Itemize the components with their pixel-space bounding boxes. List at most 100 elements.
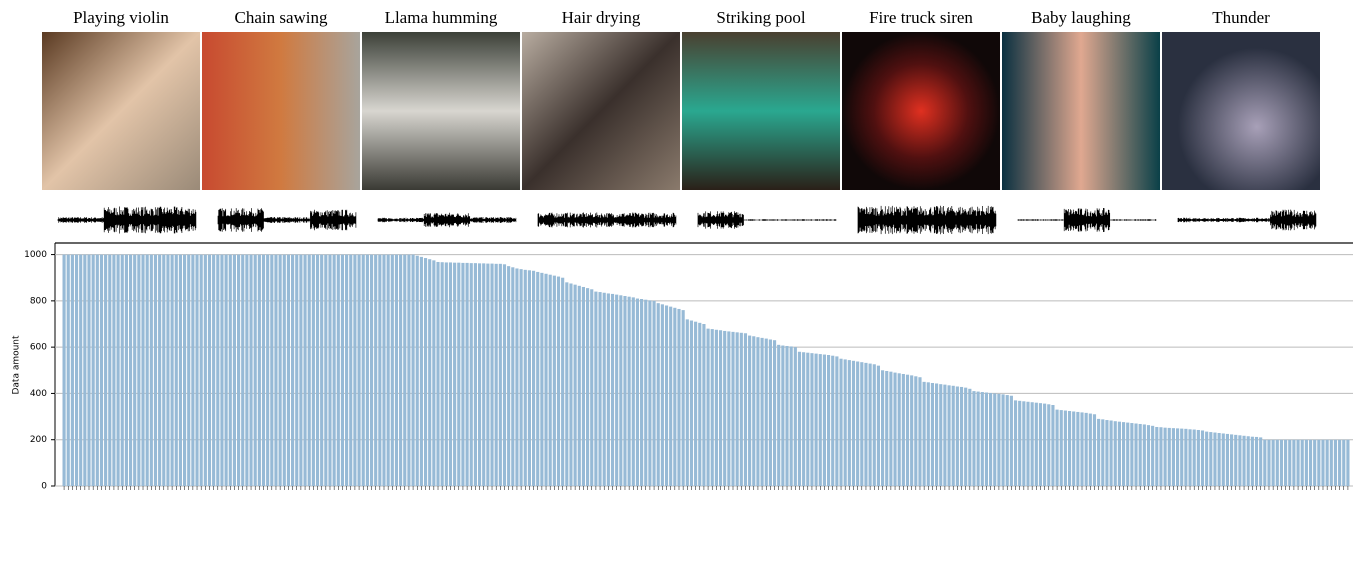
caption: Thunder bbox=[1212, 8, 1270, 27]
bar bbox=[1063, 410, 1067, 486]
bar bbox=[249, 254, 253, 486]
bar bbox=[153, 254, 158, 486]
bar bbox=[723, 330, 727, 486]
bar bbox=[1117, 421, 1121, 486]
bar bbox=[182, 254, 187, 486]
bar bbox=[224, 254, 228, 486]
bar bbox=[1134, 423, 1138, 486]
bar bbox=[1192, 429, 1196, 486]
bar bbox=[623, 295, 627, 486]
bar bbox=[1018, 400, 1022, 486]
video-frame bbox=[842, 32, 1000, 190]
bar bbox=[166, 254, 170, 486]
bar bbox=[295, 254, 299, 486]
bar bbox=[1092, 414, 1097, 486]
bar bbox=[943, 384, 947, 486]
bar bbox=[137, 254, 141, 486]
bar bbox=[174, 254, 178, 486]
bar bbox=[216, 254, 220, 486]
bar bbox=[1043, 403, 1047, 486]
bar bbox=[1225, 433, 1230, 486]
bar bbox=[1329, 439, 1333, 486]
bar bbox=[536, 271, 540, 486]
bar bbox=[718, 330, 723, 486]
bar bbox=[1022, 401, 1026, 486]
bar bbox=[74, 254, 79, 486]
bar bbox=[918, 377, 922, 486]
bar bbox=[261, 254, 266, 486]
bar bbox=[1321, 439, 1325, 486]
bar bbox=[660, 304, 664, 486]
bar bbox=[893, 372, 897, 486]
bar bbox=[440, 262, 444, 486]
bar bbox=[935, 383, 939, 486]
bar bbox=[1163, 427, 1167, 486]
bar bbox=[781, 345, 785, 486]
bar bbox=[87, 254, 91, 486]
bar bbox=[1325, 439, 1329, 486]
waveform bbox=[1017, 208, 1157, 232]
bar bbox=[232, 254, 237, 486]
bar bbox=[785, 345, 789, 486]
bar bbox=[964, 387, 968, 486]
bar bbox=[1055, 409, 1059, 486]
bar bbox=[1101, 419, 1105, 486]
y-tick-label: 600 bbox=[30, 343, 47, 353]
bar bbox=[810, 353, 814, 486]
bar bbox=[1333, 439, 1338, 486]
bar bbox=[594, 291, 598, 486]
bar bbox=[615, 294, 619, 486]
bar bbox=[793, 347, 797, 486]
bar bbox=[939, 384, 943, 486]
bar bbox=[864, 362, 868, 486]
waveform bbox=[857, 205, 997, 235]
bar bbox=[473, 263, 477, 486]
bar bbox=[993, 393, 997, 486]
bar bbox=[490, 263, 494, 486]
bar bbox=[743, 333, 748, 486]
y-tick-label: 1000 bbox=[24, 250, 47, 260]
bar bbox=[108, 254, 112, 486]
bar bbox=[423, 258, 428, 486]
bar bbox=[195, 254, 199, 486]
bar bbox=[241, 254, 245, 486]
bar bbox=[486, 263, 490, 486]
bar bbox=[598, 292, 602, 486]
bar bbox=[274, 254, 278, 486]
bar bbox=[311, 254, 315, 486]
bar bbox=[1005, 395, 1009, 486]
bar bbox=[1196, 429, 1200, 486]
bar bbox=[997, 393, 1001, 486]
y-axis-label: Data amount bbox=[12, 335, 22, 395]
bar bbox=[407, 254, 411, 486]
bar bbox=[1088, 413, 1092, 486]
y-tick-label: 200 bbox=[30, 435, 47, 445]
bar bbox=[831, 355, 835, 486]
bar bbox=[1084, 412, 1088, 486]
bar bbox=[162, 254, 166, 486]
bar bbox=[1159, 427, 1163, 486]
bar bbox=[415, 255, 419, 486]
bar bbox=[868, 363, 872, 486]
bar bbox=[353, 254, 357, 486]
y-tick-label: 800 bbox=[30, 296, 47, 306]
bar bbox=[494, 263, 498, 486]
video-frame bbox=[1162, 32, 1320, 190]
bar bbox=[1126, 422, 1130, 486]
bar bbox=[394, 254, 399, 486]
bar bbox=[62, 254, 66, 486]
bar bbox=[814, 353, 818, 486]
bar bbox=[631, 297, 635, 486]
bar bbox=[1246, 436, 1250, 486]
caption: Llama humming bbox=[385, 8, 498, 27]
bar bbox=[1263, 439, 1267, 486]
bar bbox=[843, 359, 847, 486]
bar bbox=[1067, 411, 1072, 486]
video-frame bbox=[1002, 32, 1160, 190]
bar bbox=[610, 293, 615, 486]
bar bbox=[70, 254, 74, 486]
caption: Baby laughing bbox=[1031, 8, 1131, 27]
bar bbox=[602, 292, 606, 486]
bar bbox=[1121, 422, 1126, 486]
bar bbox=[748, 335, 752, 486]
